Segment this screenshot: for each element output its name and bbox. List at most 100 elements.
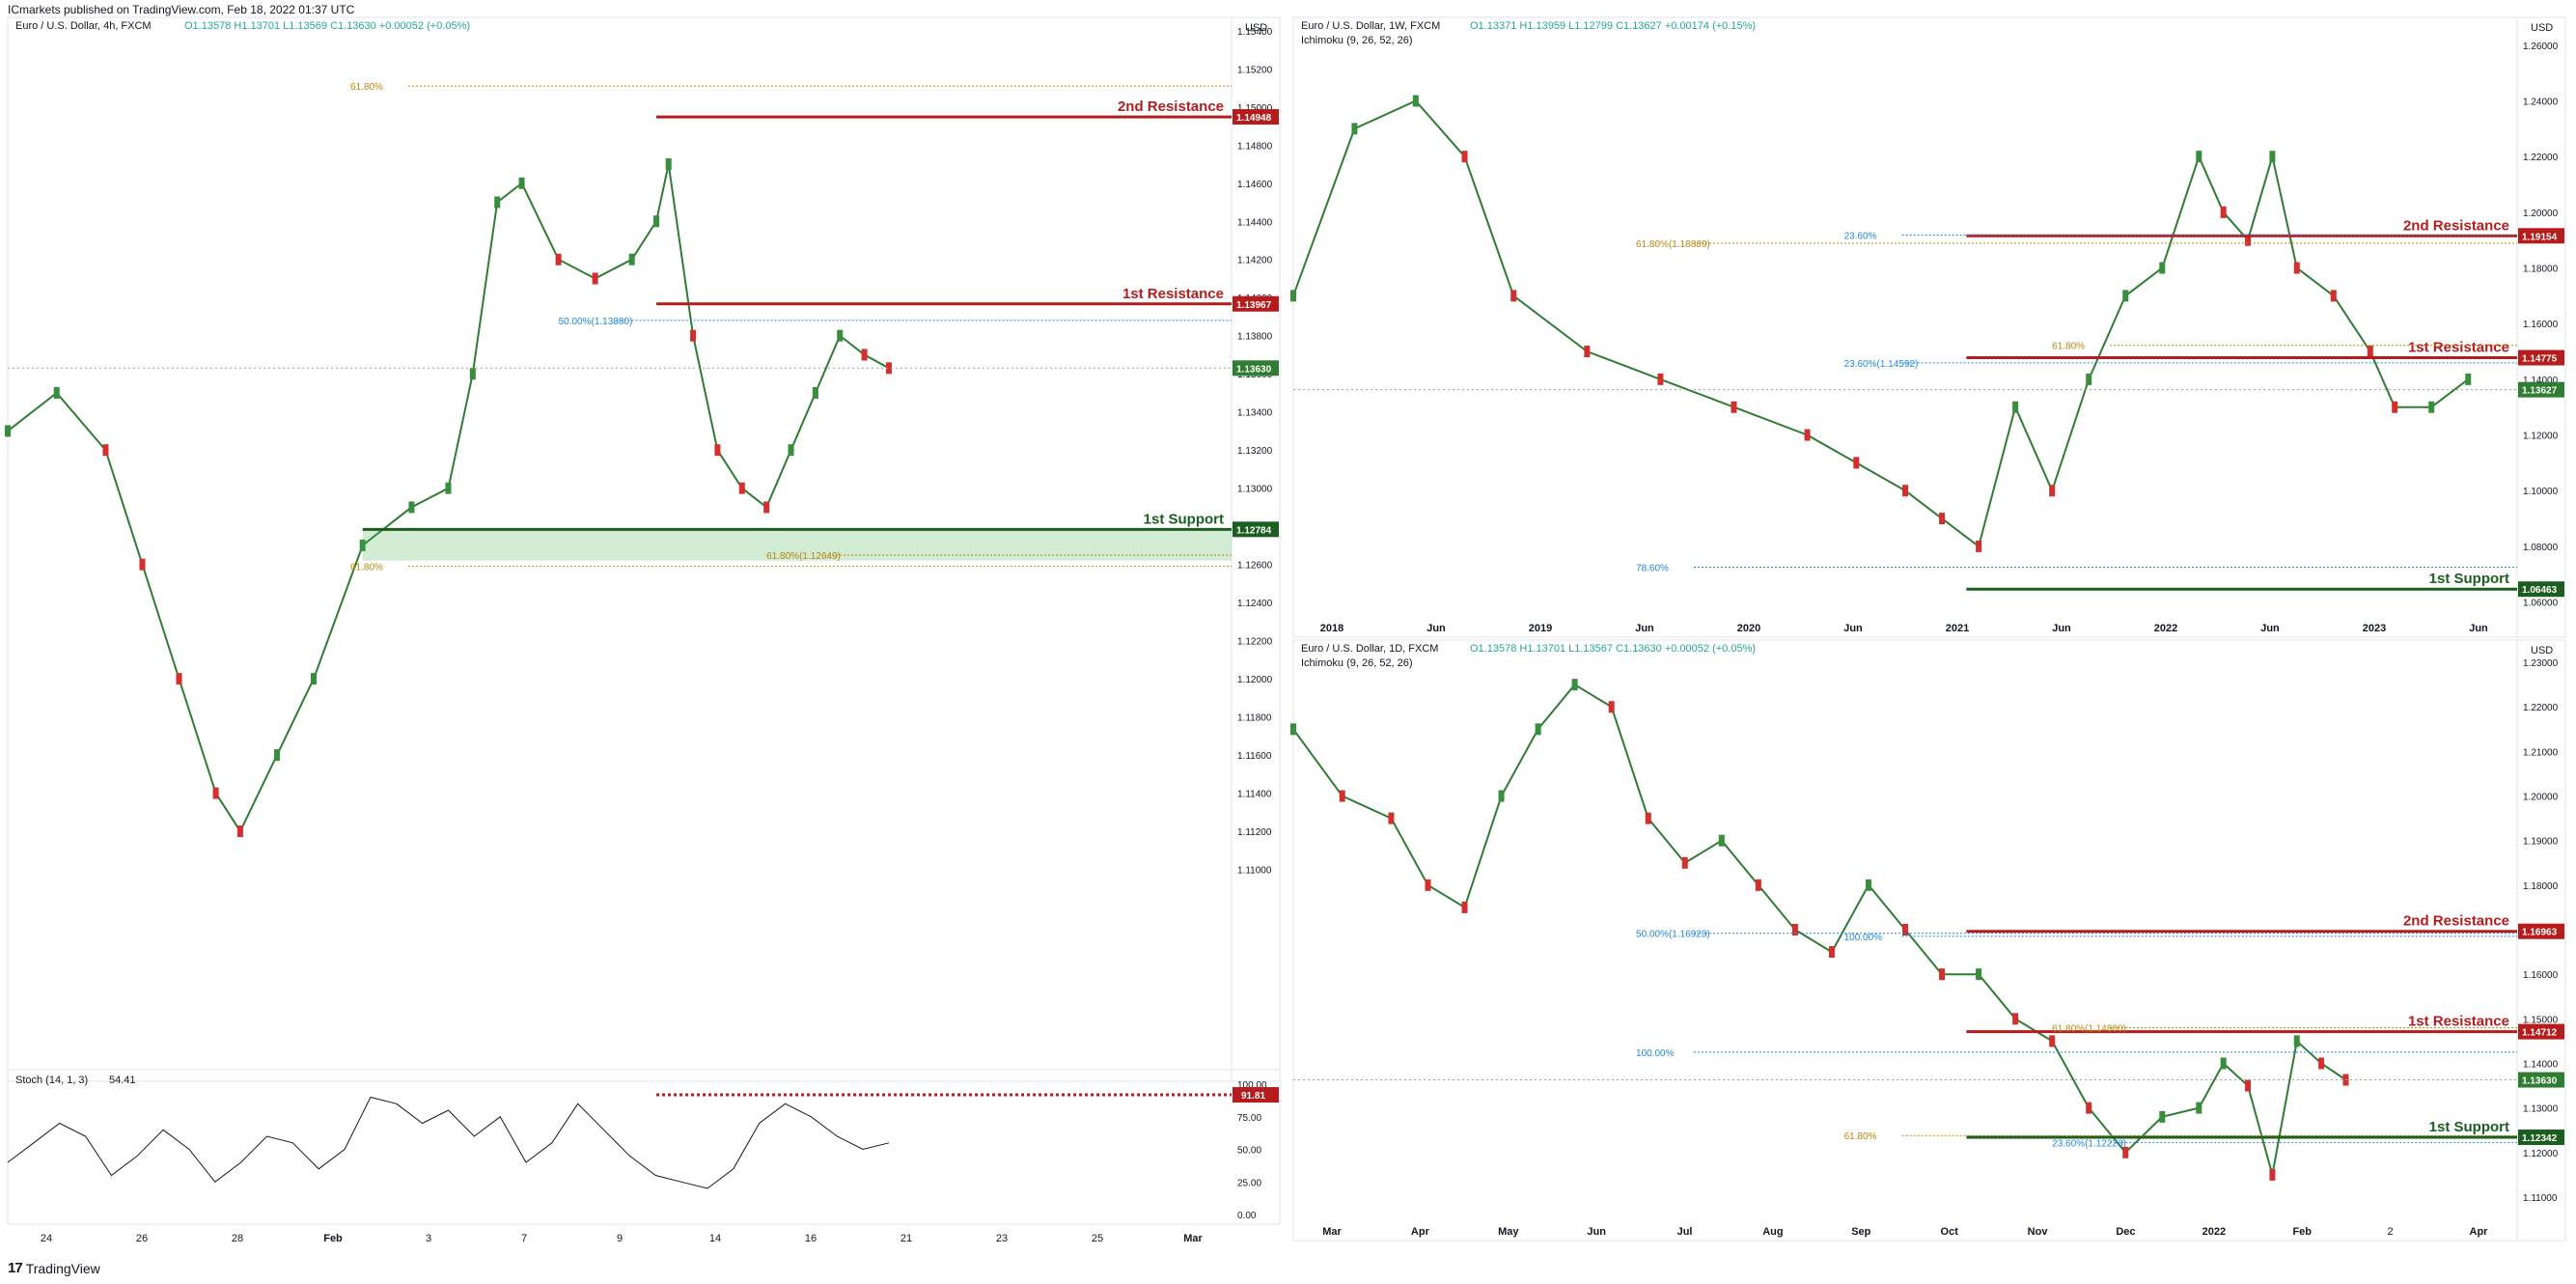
- x-tick-label: Nov: [2028, 1226, 2049, 1238]
- tradingview-logo[interactable]: 17 TradingView: [8, 1260, 100, 1276]
- level-tag-bg: [1233, 295, 1279, 312]
- candle-marker: [2196, 1102, 2202, 1114]
- candle-marker: [1645, 812, 1651, 824]
- y-tick-label: 1.11000: [2523, 1193, 2558, 1204]
- y-tick-label: 1.12000: [2523, 1149, 2559, 1159]
- last-price-tag: 1.13630: [1236, 364, 1272, 375]
- y-tick-label: 1.15400: [1237, 27, 1273, 38]
- y-tick-label: 1.20000: [2523, 793, 2559, 803]
- x-tick-label: Jun: [1843, 623, 1863, 634]
- candle-marker: [1731, 401, 1737, 413]
- candle-marker: [1976, 968, 1982, 981]
- fib-label: 100.00%: [1636, 1048, 1675, 1059]
- candle-marker: [861, 349, 868, 361]
- candle-marker: [1571, 679, 1578, 691]
- candle-marker: [273, 749, 280, 762]
- stoch-tag: 91.81: [1241, 1091, 1265, 1102]
- price-line: [1292, 99, 2469, 548]
- candle-marker: [53, 386, 60, 399]
- y-tick-label: 1.11000: [1237, 866, 1272, 877]
- candle-marker: [2159, 262, 2166, 274]
- y-tick-label: 1.12400: [1237, 599, 1273, 609]
- level-tag: 1.12342: [2522, 1133, 2558, 1144]
- y-tick-label: 1.22000: [2523, 703, 2559, 713]
- x-tick-label: Sep: [1851, 1226, 1870, 1238]
- y-tick-label: 1.13800: [1237, 332, 1273, 343]
- stoch-label: Stoch (14, 1, 3): [15, 1075, 88, 1086]
- currency-label: USD: [2531, 645, 2553, 656]
- candle-marker: [1681, 856, 1688, 869]
- candle-marker: [518, 177, 525, 189]
- candle-marker: [236, 825, 243, 838]
- candle-marker: [408, 501, 415, 514]
- fib-label: 78.60%: [1636, 564, 1669, 574]
- y-tick-label: 1.14600: [1237, 180, 1273, 190]
- stoch-y-tick: 75.00: [1237, 1113, 1261, 1124]
- candle-marker: [2293, 262, 2300, 274]
- x-tick-label: Aug: [1762, 1226, 1783, 1238]
- level-tag: 1.14712: [2522, 1028, 2558, 1039]
- x-tick-label: Feb: [2292, 1226, 2312, 1238]
- currency-label: USD: [2531, 22, 2553, 34]
- candle-marker: [1290, 290, 1296, 302]
- y-tick-label: 1.08000: [2523, 543, 2559, 553]
- level-tag: 1.14948: [1236, 113, 1272, 124]
- x-tick-label: 7: [521, 1233, 527, 1244]
- last-price-tag-bg: [2518, 381, 2564, 398]
- candle-marker: [2245, 234, 2252, 246]
- stoch-tag-bg: [1233, 1087, 1279, 1103]
- candle-marker: [139, 558, 146, 571]
- ohlc-readout: O1.13371 H1.13959 L1.12799 C1.13627 +0.0…: [1470, 20, 1756, 32]
- candle-marker: [212, 787, 219, 799]
- y-tick-label: 1.14000: [2523, 1059, 2559, 1070]
- candle-marker: [592, 272, 598, 285]
- x-tick-label: 2021: [1946, 623, 1969, 634]
- candle-marker: [1791, 924, 1798, 935]
- candle-marker: [1510, 290, 1517, 302]
- panel-title: Euro / U.S. Dollar, 4h, FXCM: [15, 20, 152, 32]
- candle-marker: [2196, 151, 2202, 163]
- x-tick-label: Jun: [1587, 1226, 1606, 1238]
- candle-marker: [2086, 1102, 2092, 1114]
- fib-label: 61.80%(1.14800): [2052, 1024, 2126, 1035]
- level-tag-bg: [1233, 109, 1279, 126]
- candle-marker: [1388, 812, 1395, 824]
- candle-marker: [665, 158, 672, 171]
- candle-marker: [2367, 346, 2373, 358]
- candle-marker: [102, 444, 109, 457]
- level-tag: 1.06463: [2522, 585, 2558, 596]
- candle-marker: [2049, 1035, 2056, 1047]
- candle-marker: [1535, 723, 1541, 736]
- ohlc-readout: O1.13578 H1.13701 L1.13569 C1.13630 +0.0…: [184, 20, 470, 32]
- candle-marker: [1755, 879, 1761, 891]
- x-tick-label: 16: [805, 1233, 817, 1244]
- stoch-frame: [7, 1069, 1281, 1225]
- x-tick-label: Jul: [1677, 1226, 1693, 1238]
- candle-marker: [1290, 723, 1296, 736]
- candle-marker: [2428, 401, 2435, 413]
- level-tag: 1.16963: [2522, 928, 2558, 938]
- y-tick-label: 1.12000: [2523, 432, 2559, 442]
- candle-marker: [1804, 429, 1811, 441]
- y-tick-label: 1.14000: [2523, 376, 2559, 386]
- candle-marker: [359, 539, 366, 551]
- y-tick-label: 1.16000: [2523, 970, 2559, 981]
- candle-marker: [2330, 290, 2337, 302]
- candle-marker: [653, 215, 660, 228]
- candle-marker: [2220, 1057, 2227, 1070]
- candle-marker: [763, 501, 770, 514]
- candle-marker: [2465, 373, 2472, 385]
- level-label: 1st Resistance: [2408, 340, 2509, 356]
- candle-marker: [788, 444, 794, 457]
- candle-marker: [494, 196, 501, 209]
- fib-label: 23.60%(1.14592): [1844, 359, 1919, 370]
- y-tick-label: 1.12200: [1237, 637, 1273, 648]
- candle-marker: [2012, 401, 2019, 413]
- stoch-y-tick: 25.00: [1237, 1178, 1261, 1188]
- currency-label: USD: [1245, 22, 1267, 34]
- candle-marker: [1461, 901, 1468, 913]
- y-tick-label: 1.18000: [2523, 265, 2559, 275]
- y-tick-label: 1.13200: [1237, 446, 1273, 457]
- candle-marker: [2159, 1110, 2166, 1123]
- x-tick-label: Jun: [2052, 623, 2071, 634]
